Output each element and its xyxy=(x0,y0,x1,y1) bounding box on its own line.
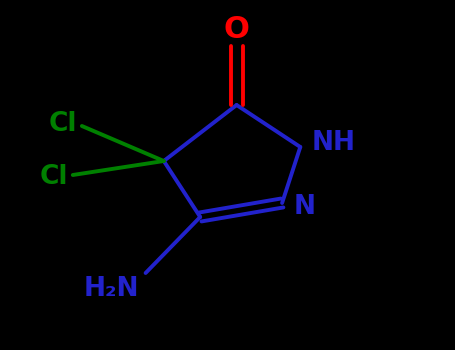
Text: NH: NH xyxy=(312,131,356,156)
Text: O: O xyxy=(224,15,249,44)
Text: Cl: Cl xyxy=(40,164,68,190)
Text: Cl: Cl xyxy=(49,111,77,137)
Text: N: N xyxy=(293,194,315,219)
Text: H₂N: H₂N xyxy=(83,276,139,302)
